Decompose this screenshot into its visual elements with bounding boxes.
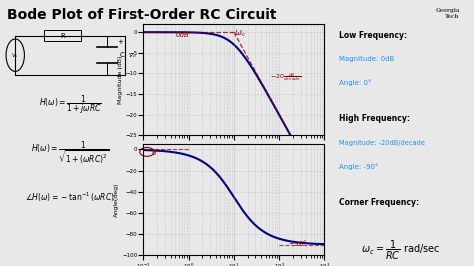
Text: $-20\frac{dB}{decade}$: $-20\frac{dB}{decade}$ — [270, 71, 301, 83]
Text: $\omega_c = \dfrac{1}{RC}\ \mathrm{rad/sec}$: $\omega_c = \dfrac{1}{RC}\ \mathrm{rad/s… — [361, 239, 440, 262]
Text: +: + — [117, 39, 123, 45]
Text: C: C — [120, 52, 125, 58]
Text: $\omega_c$: $\omega_c$ — [234, 28, 246, 39]
Text: $V_o$: $V_o$ — [128, 51, 137, 60]
Text: Corner Frequency:: Corner Frequency: — [339, 197, 419, 206]
Text: Magnitude: -20dB/decade: Magnitude: -20dB/decade — [339, 140, 425, 146]
Y-axis label: Angle(deg): Angle(deg) — [114, 182, 119, 217]
Text: Georgia
Tech: Georgia Tech — [435, 8, 460, 19]
Text: Magnitude: 0dB: Magnitude: 0dB — [339, 56, 394, 62]
Text: 0dB: 0dB — [176, 32, 190, 38]
Text: $-90°$: $-90°$ — [288, 238, 308, 248]
Text: $\angle H(\omega) = -\tan^{-1}(\omega RC)$: $\angle H(\omega) = -\tan^{-1}(\omega RC… — [25, 190, 115, 204]
Text: $H(\omega) = \dfrac{1}{\sqrt{1 + (\omega RC)^2}}$: $H(\omega) = \dfrac{1}{\sqrt{1 + (\omega… — [31, 140, 109, 166]
Text: Angle: -90°: Angle: -90° — [339, 163, 378, 169]
Y-axis label: Magnitude (dB): Magnitude (dB) — [118, 55, 123, 104]
Text: High Frequency:: High Frequency: — [339, 114, 410, 123]
Text: $0°$: $0°$ — [151, 147, 160, 157]
Text: Low Frequency:: Low Frequency: — [339, 31, 407, 40]
FancyBboxPatch shape — [44, 30, 81, 41]
Text: -: - — [119, 65, 121, 71]
Text: Bode Plot of First-Order RC Circuit: Bode Plot of First-Order RC Circuit — [8, 8, 277, 22]
Text: Angle: 0°: Angle: 0° — [339, 80, 371, 86]
Text: $H(\omega) = \dfrac{1}{1 + j\omega RC}$: $H(\omega) = \dfrac{1}{1 + j\omega RC}$ — [39, 93, 102, 116]
Text: $V_s$: $V_s$ — [11, 51, 19, 60]
Text: R: R — [60, 32, 65, 39]
